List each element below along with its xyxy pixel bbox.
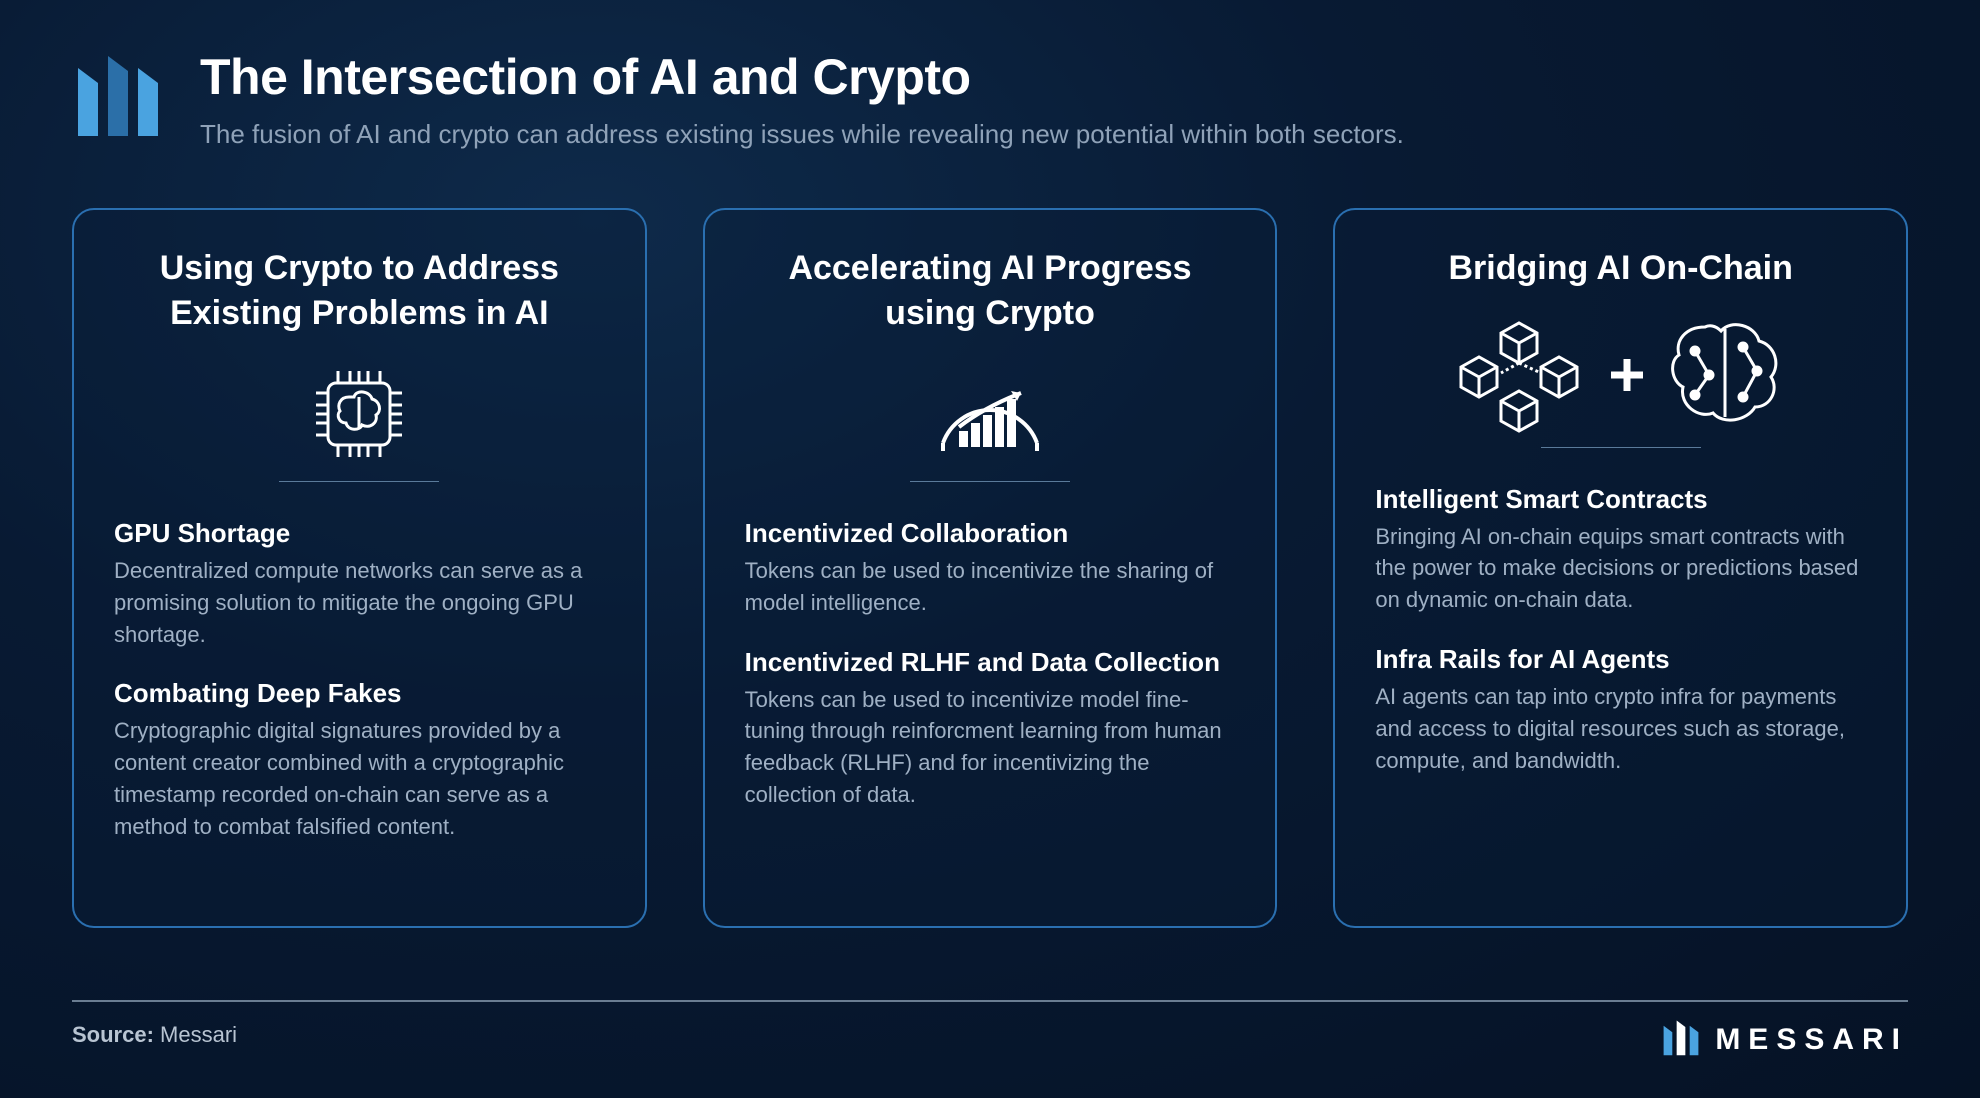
card-accelerate-ai: Accelerating AI Progress using Crypto In… (703, 208, 1278, 928)
card-title: Accelerating AI Progress using Crypto (745, 246, 1236, 334)
header: The Intersection of AI and Crypto The fu… (72, 48, 1908, 152)
cards-row: Using Crypto to Address Existing Problem… (72, 208, 1908, 928)
card-bridging-onchain: Bridging AI On-Chain (1333, 208, 1908, 928)
icon-underline (279, 481, 439, 482)
item-title: Intelligent Smart Contracts (1375, 484, 1866, 515)
page-subtitle: The fusion of AI and crypto can address … (200, 116, 1908, 152)
footer-brand-text: MESSARI (1715, 1023, 1908, 1057)
item-body: Decentralized compute networks can serve… (114, 555, 605, 651)
item-smart-contracts: Intelligent Smart Contracts Bringing AI … (1375, 484, 1866, 617)
item-body: Cryptographic digital signatures provide… (114, 715, 605, 843)
source-value: Messari (160, 1022, 237, 1047)
item-rlhf-data: Incentivized RLHF and Data Collection To… (745, 647, 1236, 812)
item-title: Combating Deep Fakes (114, 678, 605, 709)
footer-logo: MESSARI (1661, 1017, 1908, 1062)
footer-divider (72, 1000, 1908, 1002)
title-block: The Intersection of AI and Crypto The fu… (200, 48, 1908, 152)
item-body: Tokens can be used to incentivize the sh… (745, 555, 1236, 619)
blocks-plus-brain-icon (1375, 315, 1866, 435)
item-gpu-shortage: GPU Shortage Decentralized compute netwo… (114, 518, 605, 651)
source-attribution: Source: Messari (72, 1022, 237, 1048)
page-title: The Intersection of AI and Crypto (200, 48, 1908, 106)
card-crypto-for-ai: Using Crypto to Address Existing Problem… (72, 208, 647, 928)
item-title: Incentivized RLHF and Data Collection (745, 647, 1236, 678)
item-body: Tokens can be used to incentivize model … (745, 684, 1236, 812)
messari-logo-icon (72, 48, 164, 140)
item-title: GPU Shortage (114, 518, 605, 549)
messari-mark-icon (1661, 1017, 1701, 1062)
gauge-chart-icon (745, 359, 1236, 469)
chip-brain-icon (114, 359, 605, 469)
source-label: Source: (72, 1022, 154, 1047)
icon-underline (1541, 447, 1701, 448)
item-title: Incentivized Collaboration (745, 518, 1236, 549)
item-infra-rails: Infra Rails for AI Agents AI agents can … (1375, 644, 1866, 777)
icon-underline (910, 481, 1070, 482)
item-body: AI agents can tap into crypto infra for … (1375, 681, 1866, 777)
item-deep-fakes: Combating Deep Fakes Cryptographic digit… (114, 678, 605, 843)
item-title: Infra Rails for AI Agents (1375, 644, 1866, 675)
item-body: Bringing AI on-chain equips smart contra… (1375, 521, 1866, 617)
card-title: Bridging AI On-Chain (1375, 246, 1866, 290)
card-title: Using Crypto to Address Existing Problem… (114, 246, 605, 334)
item-incentivized-collab: Incentivized Collaboration Tokens can be… (745, 518, 1236, 619)
